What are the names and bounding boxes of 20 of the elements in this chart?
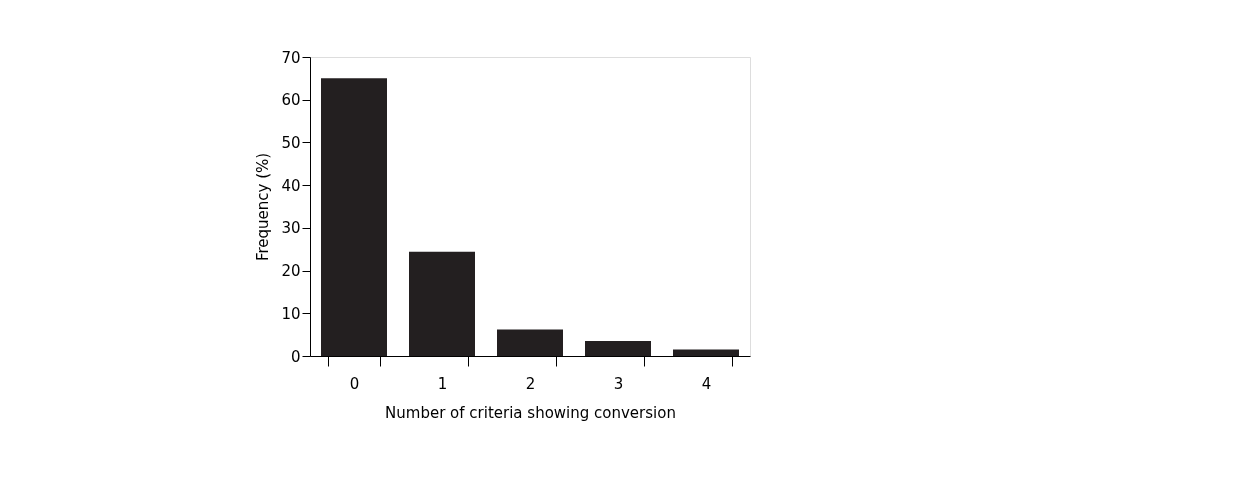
bar bbox=[409, 251, 475, 356]
x-tick-label: 4 bbox=[701, 374, 712, 393]
y-tick-label: 30 bbox=[281, 219, 301, 238]
bar bbox=[673, 349, 739, 356]
bar bbox=[497, 329, 563, 356]
y-tick-label: 0 bbox=[290, 347, 301, 366]
y-axis-title: Frequency (%) bbox=[254, 152, 273, 262]
x-tick-label: 1 bbox=[437, 374, 448, 393]
bar bbox=[321, 78, 387, 356]
y-tick-label: 40 bbox=[281, 176, 301, 195]
x-tick-label: 2 bbox=[525, 374, 536, 393]
x-tick-label: 3 bbox=[613, 374, 624, 393]
bar bbox=[585, 341, 651, 356]
y-tick-label: 50 bbox=[281, 133, 301, 152]
x-tick-label: 0 bbox=[349, 374, 360, 393]
y-tick-label: 60 bbox=[281, 91, 301, 110]
x-axis-title: Number of criteria showing conversion bbox=[385, 403, 676, 422]
y-tick-label: 20 bbox=[281, 262, 301, 281]
y-tick-label: 10 bbox=[281, 304, 301, 323]
y-tick-label: 70 bbox=[281, 48, 301, 67]
